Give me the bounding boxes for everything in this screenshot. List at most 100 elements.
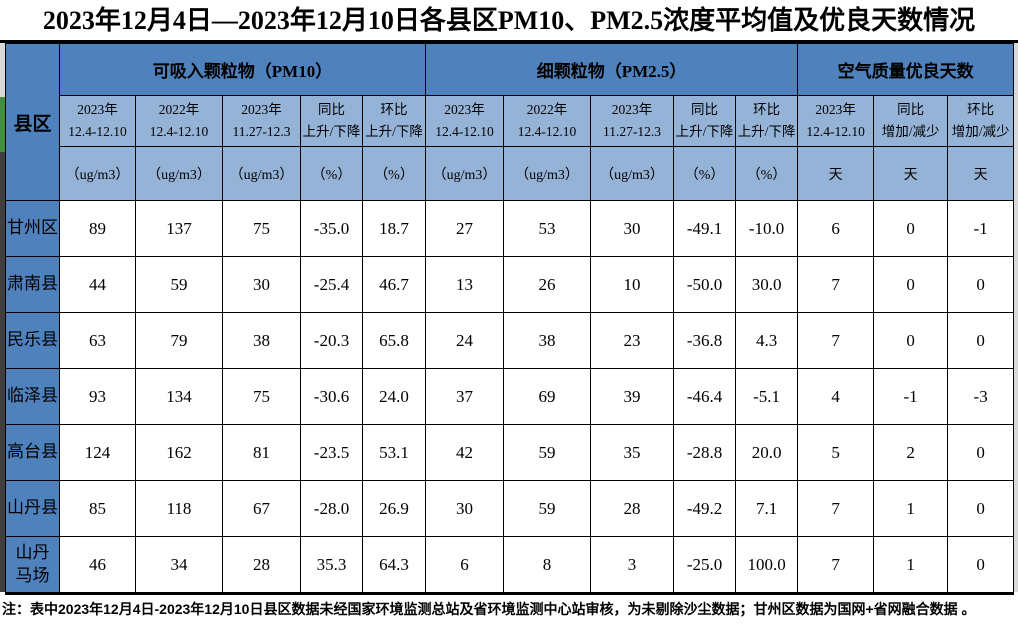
table-cell: 2 [873,424,949,481]
column-header: 同比 增加/减少 [873,95,949,147]
column-header: 环比 增加/减少 [947,95,1015,147]
table-cell: 0 [947,536,1015,594]
unit-header: （%） [361,146,427,201]
table-cell: 89 [59,200,136,257]
table-cell: -35.0 [300,200,363,257]
table-cell: -49.1 [673,200,737,257]
table-cell: 6 [797,200,875,257]
table-cell: 44 [59,256,136,313]
table-cell: 79 [135,312,223,369]
column-header: 2023年 12.4-12.10 [797,95,875,147]
table-cell: 69 [503,368,592,425]
table-cell: 35.3 [300,536,363,594]
table-row: 山丹 马场 46 34 28 35.3 64.3 6 8 3 -25.0 100.0 7 1 0 [5,536,1015,594]
table-cell: 35 [590,424,675,481]
unit-header: （%） [735,146,799,201]
table-cell: 1 [873,536,949,594]
table-cell: 59 [135,256,223,313]
county-name: 民乐县 [5,312,60,369]
table-cell: 0 [873,256,949,313]
table-cell: 67 [222,480,301,537]
table-cell: 7 [797,312,875,369]
county-name: 山丹 马场 [5,536,60,594]
table-cell: 18.7 [361,200,427,257]
table-cell: 63 [59,312,136,369]
column-header: 环比 上升/下降 [361,95,427,147]
table-row: 山丹县 85 118 67 -28.0 26.9 30 59 28 -49.2 7.1 7 1 0 [5,480,1015,537]
table-cell: -23.5 [300,424,363,481]
column-header: 2023年 12.4-12.10 [425,95,505,147]
table-cell: 162 [135,424,223,481]
table-cell: 65.8 [361,312,427,369]
table-cell: 13 [425,256,505,313]
table-cell: 53 [503,200,592,257]
table-cell: 81 [222,424,301,481]
table-cell: 23 [590,312,675,369]
column-header: 2023年 11.27-12.3 [590,95,675,147]
table-cell: 7 [797,536,875,594]
column-header: 同比 上升/下降 [300,95,363,147]
group-header-pm10: 可吸入颗粒物（PM10） [58,43,427,96]
unit-header: 天 [797,146,875,201]
unit-header: 天 [947,146,1015,201]
table-cell: 75 [222,368,301,425]
table-cell: 3 [590,536,675,594]
table-cell: -25.0 [673,536,737,594]
table-cell: 59 [503,424,592,481]
table-cell: 7 [797,480,875,537]
table-cell: 26 [503,256,592,313]
table-cell: 59 [503,480,592,537]
county-name: 高台县 [5,424,60,481]
table-cell: -36.8 [673,312,737,369]
table-cell: 53.1 [361,424,427,481]
left-edge-strip-gray [0,43,5,97]
table-cell: 27 [425,200,505,257]
table-cell: 134 [135,368,223,425]
unit-header: （ug/m3） [59,146,136,201]
table-cell: 28 [590,480,675,537]
table-cell: 20.0 [735,424,799,481]
unit-header: （ug/m3） [590,146,675,201]
page-title: 2023年12月4日—2023年12月10日各县区PM10、PM2.5浓度平均值… [0,0,1018,43]
unit-header: （ug/m3） [425,146,505,201]
table-cell: 26.9 [361,480,427,537]
table-cell: 7.1 [735,480,799,537]
table-cell: 46 [59,536,136,594]
table-cell: 24.0 [361,368,427,425]
table-cell: 8 [503,536,592,594]
table-cell: 0 [873,200,949,257]
county-name: 肃南县 [5,256,60,313]
table-cell: 75 [222,200,301,257]
table-cell: 30 [222,256,301,313]
county-name: 甘州区 [5,200,60,257]
column-header: 2022年 12.4-12.10 [135,95,223,147]
table-row: 高台县 124 162 81 -23.5 53.1 42 59 35 -28.8 20.0 5 2 0 [5,424,1015,481]
column-header: 2022年 12.4-12.10 [503,95,592,147]
table-cell: 64.3 [361,536,427,594]
table-cell: -28.0 [300,480,363,537]
table-cell: -5.1 [735,368,799,425]
right-edge-strip [1013,43,1018,592]
table-cell: 0 [947,312,1015,369]
table-cell: 34 [135,536,223,594]
left-edge-strip-green [0,97,5,152]
table-cell: 39 [590,368,675,425]
table-cell: 85 [59,480,136,537]
table-cell: -3 [947,368,1015,425]
table-cell: 4.3 [735,312,799,369]
table-cell: 7 [797,256,875,313]
table-row: 民乐县 63 79 38 -20.3 65.8 24 38 23 -36.8 4.3 7 0 0 [5,312,1015,369]
group-header-good-days: 空气质量优良天数 [797,43,1015,96]
table-cell: -1 [873,368,949,425]
table-cell: 30 [590,200,675,257]
column-header: 环比 上升/下降 [735,95,799,147]
table-cell: 30.0 [735,256,799,313]
table-cell: 0 [873,312,949,369]
left-edge-strip-dark [0,152,5,592]
county-column-header: 县区 [5,43,60,201]
column-header: 同比 上升/下降 [673,95,737,147]
table-cell: 37 [425,368,505,425]
county-name: 临泽县 [5,368,60,425]
table-row: 甘州区 89 137 75 -35.0 18.7 27 53 30 -49.1 -10.0 6 0 -1 [5,200,1015,257]
